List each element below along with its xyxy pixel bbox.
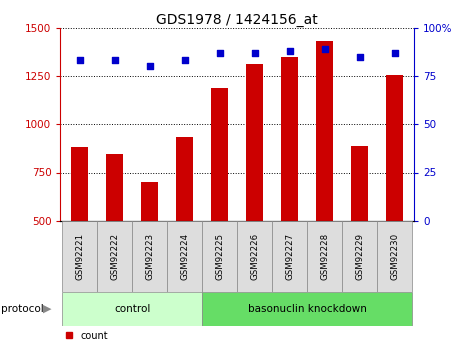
- Bar: [272, 221, 307, 292]
- Text: GSM92226: GSM92226: [250, 233, 259, 280]
- Bar: [141, 182, 159, 221]
- Title: GDS1978 / 1424156_at: GDS1978 / 1424156_at: [156, 12, 318, 27]
- Bar: [377, 221, 412, 292]
- Bar: [386, 75, 403, 221]
- Text: GSM92223: GSM92223: [145, 233, 154, 280]
- Bar: [71, 147, 88, 221]
- Bar: [316, 41, 333, 221]
- Text: GSM92230: GSM92230: [390, 233, 399, 280]
- Bar: [211, 88, 228, 221]
- Text: basonuclin knockdown: basonuclin knockdown: [248, 304, 366, 314]
- Text: GSM92227: GSM92227: [285, 233, 294, 280]
- Legend: count, percentile rank within the sample: count, percentile rank within the sample: [65, 331, 246, 345]
- Point: [321, 46, 328, 52]
- Bar: [281, 57, 299, 221]
- Point: [181, 58, 188, 63]
- Bar: [202, 292, 412, 326]
- Bar: [307, 221, 342, 292]
- Point: [111, 58, 119, 63]
- Point: [356, 54, 363, 59]
- Point: [391, 50, 399, 56]
- Text: GSM92229: GSM92229: [355, 233, 364, 280]
- Bar: [62, 292, 202, 326]
- Bar: [167, 221, 202, 292]
- Bar: [176, 137, 193, 221]
- Bar: [97, 221, 132, 292]
- Bar: [246, 64, 263, 221]
- Point: [76, 58, 83, 63]
- Bar: [132, 221, 167, 292]
- Point: [216, 50, 223, 56]
- Point: [251, 50, 259, 56]
- Bar: [62, 221, 97, 292]
- Text: GSM92225: GSM92225: [215, 233, 224, 280]
- Bar: [351, 146, 368, 221]
- Text: ▶: ▶: [43, 304, 51, 314]
- Text: control: control: [114, 304, 150, 314]
- Text: GSM92224: GSM92224: [180, 233, 189, 280]
- Bar: [237, 221, 272, 292]
- Text: GSM92222: GSM92222: [110, 233, 119, 280]
- Bar: [106, 154, 123, 221]
- Text: protocol: protocol: [1, 304, 44, 314]
- Point: [146, 63, 153, 69]
- Point: [286, 48, 293, 53]
- Bar: [202, 221, 237, 292]
- Text: GSM92228: GSM92228: [320, 233, 329, 280]
- Bar: [342, 221, 377, 292]
- Text: GSM92221: GSM92221: [75, 233, 84, 280]
